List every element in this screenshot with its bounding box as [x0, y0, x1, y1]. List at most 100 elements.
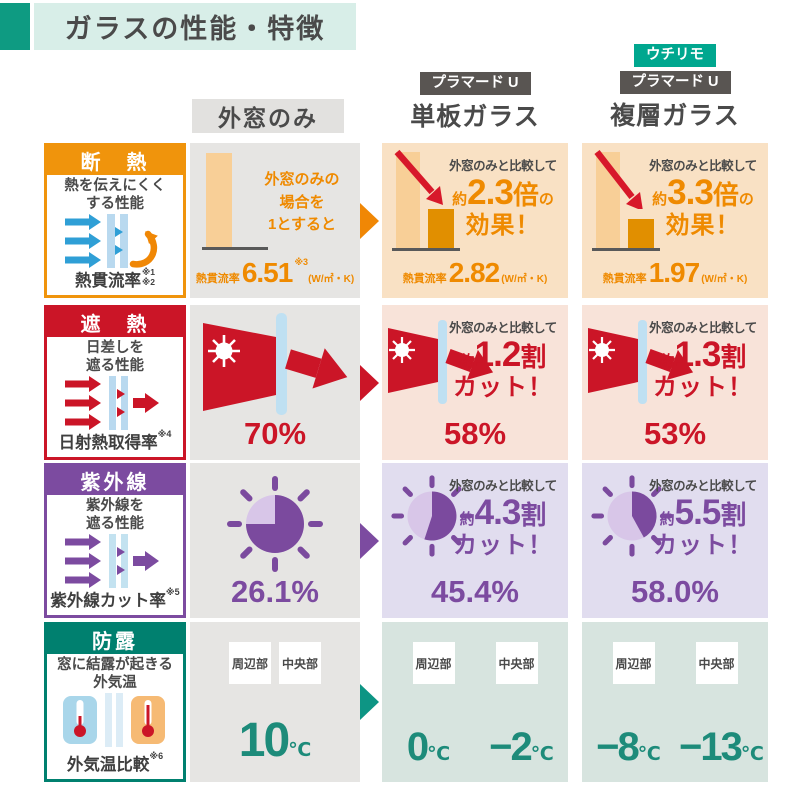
insulation-double-effect: 外窓のみと比較して 約3.3倍の 効果！: [641, 155, 765, 239]
uv-title: 紫外線: [47, 466, 183, 495]
flow-arrow-icon: [360, 202, 379, 239]
column-header-base: 外窓のみ: [192, 99, 344, 133]
decrease-arrow-icon: [394, 149, 443, 205]
insulation-base-cell: 外窓のみの 場合を 1とすると 熱貫流率6.51 ※3(W/㎡・K): [190, 143, 360, 298]
shading-double-cell: 外窓のみと比較して 約1.3割 カット！ 53%: [582, 305, 768, 460]
title-accent-square: [0, 3, 30, 50]
condensation-metric-label: 外気温比較※6: [66, 751, 164, 774]
shading-base-value: 70%: [243, 416, 307, 451]
center-zone-label: 中央部: [695, 642, 738, 684]
shading-icon: [47, 376, 183, 431]
row-insulation: 断 熱 熱を伝えにくく する性能 熱貫流率 ※1 ※: [44, 143, 768, 298]
flow-arrow-icon: [360, 684, 379, 720]
center-zone-label: 中央部: [495, 642, 538, 684]
u-value-single: 熱貫流率2.82 (W/㎡・K): [402, 257, 548, 288]
flow-arrow-icon: [360, 364, 379, 401]
base-bar: [206, 153, 232, 247]
insulation-description: 熱を伝えにくく する性能: [64, 178, 166, 213]
insulation-icon: [47, 214, 183, 269]
insulation-label-card: 断 熱 熱を伝えにくく する性能 熱貫流率 ※1 ※: [44, 143, 186, 298]
plamade-u-badge: プラマード U: [419, 72, 531, 95]
effect-factor: 約4.3割: [459, 493, 547, 532]
temp-zone-labels: 周辺部 中央部: [382, 642, 568, 684]
effect-factor: 約3.3倍の: [652, 173, 754, 212]
shading-metric-label: 日射熱取得率※4: [58, 429, 172, 452]
bar-baseline: [592, 248, 660, 251]
flow-arrow-icon: [360, 522, 379, 559]
sunlight-arrow-icon: [388, 320, 494, 404]
insulation-single-cell: 外窓のみと比較して 約2.3倍の 効果！ 熱貫流率2.82 (W/㎡・K): [382, 143, 568, 298]
condensation-base-cell: 周辺部 中央部 10℃: [190, 622, 360, 782]
improved-bar: [628, 219, 654, 248]
page-title: ガラスの性能・特徴: [34, 3, 356, 50]
u-value-base: 熱貫流率6.51 ※3(W/㎡・K): [195, 257, 355, 288]
uv-sun-pie-icon: [391, 475, 473, 557]
shading-single-cell: 外窓のみと比較して 約1.2割 カット！ 58%: [382, 305, 568, 460]
shading-label-card: 遮 熱 日差しを 遮る性能 日射熱取得率※4: [44, 305, 186, 460]
uv-single-value: 45.4%: [431, 574, 519, 609]
row-condensation: 防露 窓に結露が起きる 外気温: [44, 622, 768, 782]
bar-baseline: [392, 248, 460, 251]
thermometer-icon: [47, 693, 183, 748]
effect-factor: 約2.3倍の: [452, 173, 554, 212]
temp-zone-labels: 周辺部 中央部: [582, 642, 768, 684]
edge-zone-label: 周辺部: [229, 642, 271, 684]
uv-label-card: 紫外線 紫外線を 遮る性能 紫外線カット率※5: [44, 463, 186, 618]
row-uv: 紫外線 紫外線を 遮る性能 紫外線カット率※5: [44, 463, 768, 618]
double-glass-label: 複層ガラス: [610, 101, 740, 130]
base-caption: 外窓のみの 場合を 1とすると: [264, 171, 340, 233]
edge-temp: 0℃: [406, 725, 451, 769]
effect-factor: 約5.5割: [659, 493, 747, 532]
insulation-single-effect: 外窓のみと比較して 約2.3倍の 効果！: [441, 155, 565, 239]
edge-temp: −8℃: [596, 725, 661, 769]
row-shading: 遮 熱 日差しを 遮る性能 日射熱取得率※4: [44, 305, 768, 460]
uv-metric-label: 紫外線カット率※5: [50, 587, 180, 610]
uchirimo-badge: ウチリモ: [634, 44, 716, 67]
center-temp: −13℃: [679, 725, 764, 769]
bar-baseline: [202, 247, 268, 250]
u-value-double: 熱貫流率1.97 (W/㎡・K): [602, 257, 748, 288]
shading-title: 遮 熱: [47, 308, 183, 337]
shading-double-value: 53%: [643, 416, 707, 451]
condensation-label-card: 防露 窓に結露が起きる 外気温: [44, 622, 186, 782]
uv-double-value: 58.0%: [631, 574, 719, 609]
insulation-double-cell: 外窓のみと比較して 約3.3倍の 効果！ 熱貫流率1.97 (W/㎡・K): [582, 143, 768, 298]
center-zone-label: 中央部: [279, 642, 321, 684]
shading-description: 日差しを 遮る性能: [86, 340, 144, 375]
single-glass-label: 単板ガラス: [410, 102, 540, 131]
uv-icon: [47, 534, 183, 589]
uv-single-cell: 外窓のみと比較して 約4.3割 カット！ 45.4%: [382, 463, 568, 618]
column-header-double: ウチリモ プラマード U 複層ガラス: [582, 44, 768, 132]
condensation-double-values: −8℃ −13℃: [582, 725, 768, 770]
center-temp: −2℃: [489, 725, 554, 769]
plamade-u-badge: プラマード U: [619, 70, 731, 94]
uv-double-effect: 外窓のみと比較して 約5.5割 カット！: [641, 475, 765, 559]
improved-bar: [428, 209, 454, 248]
edge-zone-label: 周辺部: [612, 642, 655, 684]
insulation-title: 断 熱: [47, 146, 183, 175]
shading-single-value: 58%: [443, 416, 507, 451]
uv-base-value: 26.1%: [231, 574, 319, 609]
uv-single-effect: 外窓のみと比較して 約4.3割 カット！: [441, 475, 565, 559]
condensation-title: 防露: [47, 625, 183, 654]
column-header-single: プラマード U 単板ガラス: [382, 72, 568, 133]
condensation-description: 窓に結露が起きる 外気温: [57, 657, 173, 692]
shading-base-cell: 70%: [190, 305, 360, 460]
footnote-marks: ※1 ※2: [142, 267, 155, 288]
uv-sun-pie-icon: [227, 476, 323, 572]
temp-zone-labels: 周辺部 中央部: [190, 642, 360, 684]
effect-factor: 約1.2割: [459, 335, 547, 374]
decrease-arrow-icon: [594, 150, 643, 209]
uv-double-cell: 外窓のみと比較して 約5.5割 カット！ 58.0%: [582, 463, 768, 618]
edge-zone-label: 周辺部: [412, 642, 455, 684]
effect-factor: 約1.3割: [659, 335, 747, 374]
uv-sun-pie-icon: [591, 475, 673, 557]
shading-double-effect: 外窓のみと比較して 約1.3割 カット！: [641, 317, 765, 401]
condensation-base-value: 10℃: [238, 714, 312, 767]
condensation-single-values: 0℃ −2℃: [382, 725, 568, 770]
uv-base-cell: 26.1%: [190, 463, 360, 618]
sunlight-arrow-icon: [588, 320, 694, 404]
shading-single-effect: 外窓のみと比較して 約1.2割 カット！: [441, 317, 565, 401]
condensation-single-cell: 周辺部 中央部 0℃ −2℃: [382, 622, 568, 782]
